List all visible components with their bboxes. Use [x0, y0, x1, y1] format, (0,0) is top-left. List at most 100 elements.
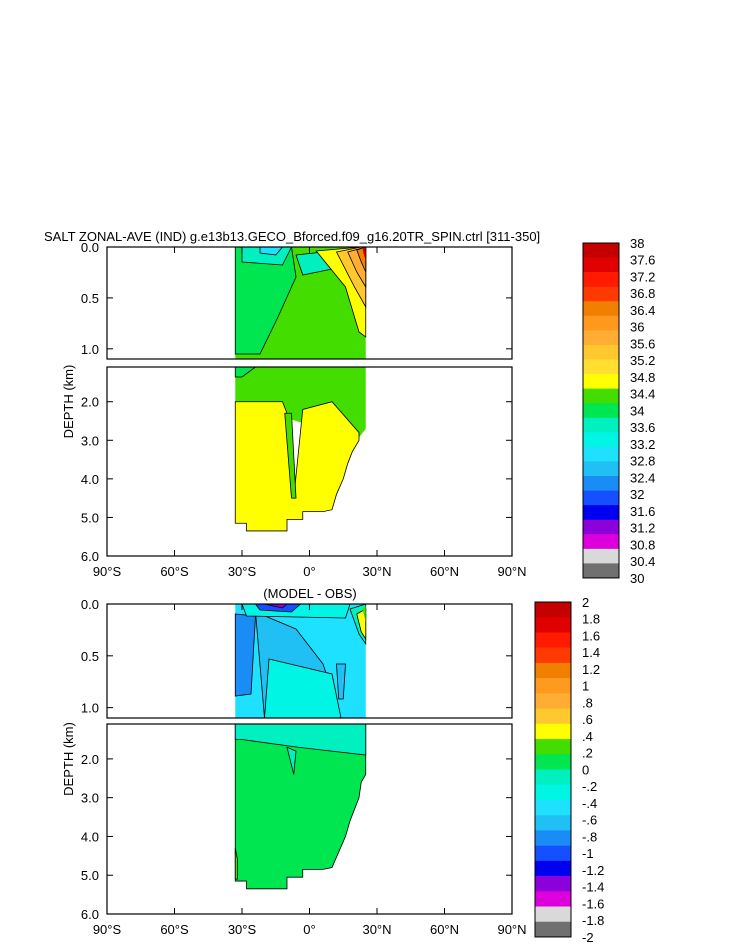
colorbar-label: 34.4: [630, 387, 655, 402]
colorbar-label: -1.8: [582, 913, 604, 928]
colorbar-swatch: [535, 815, 571, 831]
y-tick-label: 0.5: [81, 649, 99, 664]
y-tick-label: 4.0: [81, 829, 99, 844]
colorbar-swatch: [535, 845, 571, 862]
x-tick-label: 60°S: [160, 922, 189, 937]
y-tick-label: 2.0: [81, 752, 99, 767]
colorbar-label: 35.2: [630, 353, 655, 368]
colorbar-swatch: [583, 476, 619, 491]
colorbar-swatch: [583, 461, 619, 477]
field-region: [336, 663, 346, 700]
colorbar-swatch: [583, 417, 619, 433]
colorbar-label: 32.8: [630, 454, 655, 469]
diff-panel: (MODEL - OBS)0.00.51.02.03.04.05.06.090°…: [61, 586, 604, 945]
colorbar-label: -1.6: [582, 896, 604, 911]
colorbar-swatch: [583, 548, 619, 564]
colorbar-label: 31.2: [630, 521, 655, 536]
colorbar-label: -2: [582, 930, 594, 945]
colorbar-swatch: [583, 315, 619, 331]
y-tick-label: 6.0: [81, 549, 99, 564]
colorbar-label: 2: [582, 595, 589, 610]
colorbar-swatch: [535, 799, 571, 816]
colorbar-swatch: [535, 739, 571, 755]
x-tick-label: 60°N: [430, 564, 459, 579]
colorbar-label: -.4: [582, 796, 597, 811]
x-tick-label: 0°: [303, 564, 315, 579]
y-tick-label: 3.0: [81, 791, 99, 806]
colorbar-swatch: [583, 563, 619, 579]
colorbar-swatch: [535, 906, 571, 923]
x-tick-label: 30°N: [362, 922, 391, 937]
x-tick-label: 60°N: [430, 922, 459, 937]
colorbar-swatch: [583, 519, 619, 535]
colorbar-swatch: [535, 754, 571, 770]
contour-fill: [234, 246, 367, 532]
y-tick-label: 1.0: [81, 701, 99, 716]
colorbar-swatch: [583, 534, 619, 550]
colorbar-swatch: [583, 359, 619, 375]
colorbar-frame: [534, 601, 572, 938]
colorbar-swatch: [535, 784, 571, 801]
colorbar-label: -1: [582, 846, 594, 861]
contour-fill: [234, 603, 367, 890]
colorbar-swatch: [583, 490, 619, 506]
colorbar-swatch: [535, 876, 571, 892]
field-region: [234, 848, 238, 880]
colorbar-swatch: [535, 647, 571, 664]
colorbar-swatch: [583, 374, 619, 389]
colorbar-label: 32: [630, 487, 644, 502]
colorbar-label: 1.2: [582, 662, 600, 677]
colorbar-swatch: [535, 921, 571, 938]
colorbar-label: -1.2: [582, 863, 604, 878]
colorbar-label: .6: [582, 712, 593, 727]
colorbar-label: -.8: [582, 829, 597, 844]
colorbar-label: 36.8: [630, 286, 655, 301]
x-tick-label: 30°S: [228, 564, 257, 579]
colorbar-label: .4: [582, 729, 593, 744]
colorbar-label: 32.4: [630, 470, 655, 485]
colorbar-label: 38: [630, 236, 644, 251]
y-tick-label: 5.0: [81, 868, 99, 883]
axes: 0.0 0.5 1.0 2.0 3.0 4.0 5.0 6.090°S 60°S 30°S 0° 30…: [61, 240, 527, 579]
colorbar-frame: [582, 242, 620, 579]
y-tick-label: 5.0: [81, 510, 99, 525]
colorbar-label: .8: [582, 695, 593, 710]
x-tick-label: 90°S: [93, 922, 122, 937]
field-region: [356, 608, 367, 641]
colorbar-swatch: [535, 708, 571, 725]
colorbar-swatch: [535, 662, 571, 679]
chart-title: SALT ZONAL-AVE (IND) g.e13b13.GECO_Bforc…: [44, 229, 540, 244]
y-tick-label: 2.0: [81, 395, 99, 410]
colorbar-label: 36.4: [630, 303, 655, 318]
colorbar-label: 33.2: [630, 437, 655, 452]
colorbar-swatch: [583, 388, 619, 404]
colorbar-label: 1: [582, 679, 589, 694]
colorbar-swatch: [583, 344, 619, 360]
y-tick-label: 0.0: [81, 597, 99, 612]
colorbar-label: 37.2: [630, 269, 655, 284]
colorbar-label: 37.6: [630, 253, 655, 268]
x-tick-label: 60°S: [160, 564, 189, 579]
y-tick-label: 0.0: [81, 240, 99, 255]
colorbar-label: 36: [630, 320, 644, 335]
colorbar-swatch: [535, 769, 571, 785]
colorbar-swatch: [535, 602, 571, 618]
colorbar-label: 34: [630, 403, 644, 418]
colorbar-label: 1.6: [582, 628, 600, 643]
colorbar-swatch: [583, 257, 619, 273]
field-region: [362, 606, 366, 622]
colorbar-label: -1.4: [582, 880, 604, 895]
x-tick-label: 90°N: [497, 922, 526, 937]
colorbar-swatch: [535, 891, 571, 907]
y-tick-label: 4.0: [81, 472, 99, 487]
colorbar-label: 30.4: [630, 554, 655, 569]
colorbar-swatch: [535, 860, 571, 877]
x-tick-label: 0°: [303, 922, 315, 937]
colorbar-swatch: [583, 505, 619, 520]
y-tick-label: 0.5: [81, 291, 99, 306]
colorbar-label: 31.6: [630, 504, 655, 519]
colorbar-swatch: [583, 330, 619, 346]
y-tick-label: 3.0: [81, 433, 99, 448]
